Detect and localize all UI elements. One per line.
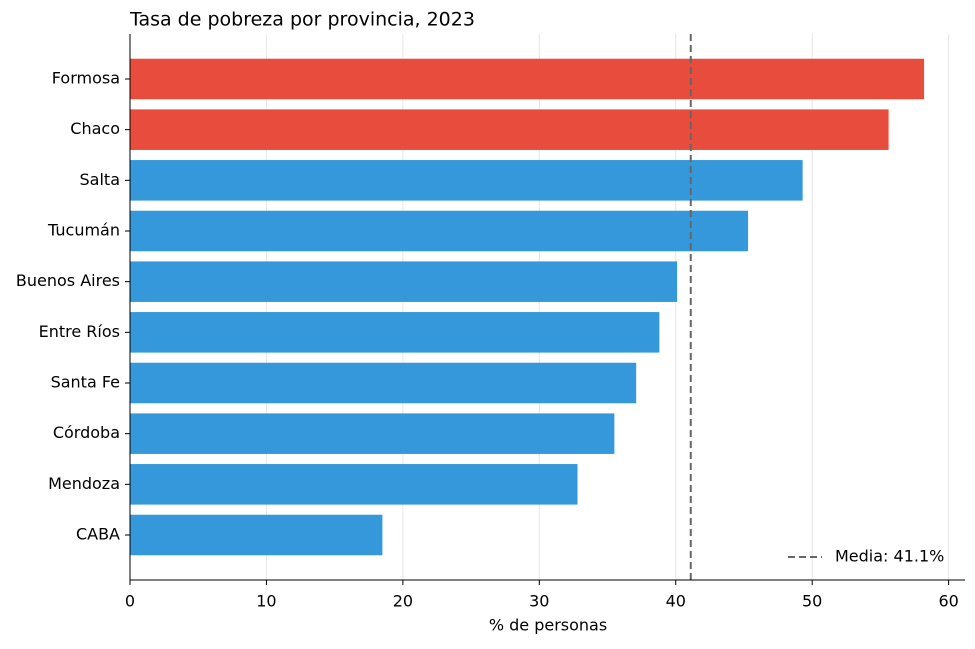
x-tick-label: 30: [529, 592, 549, 611]
y-tick-label: Entre Ríos: [39, 322, 120, 341]
y-tick-label: Mendoza: [48, 474, 120, 493]
bar: [130, 109, 889, 150]
bar: [130, 58, 925, 100]
y-tick-label: CABA: [76, 525, 120, 544]
x-tick-label: 10: [256, 592, 276, 611]
y-tick-label: Córdoba: [53, 423, 120, 442]
bar: [130, 210, 749, 252]
chart-title: Tasa de pobreza por provincia, 2023: [129, 9, 475, 31]
bar: [130, 261, 678, 302]
bar: [130, 514, 383, 556]
y-tick-label: Santa Fe: [51, 373, 120, 392]
bar: [130, 160, 803, 201]
y-tick-label: Formosa: [52, 69, 120, 88]
y-tick-label: Buenos Aires: [16, 271, 120, 290]
bar: [130, 464, 578, 505]
x-axis-label: % de personas: [489, 616, 607, 635]
y-tick-label: Tucumán: [47, 221, 120, 240]
y-tick-label: Chaco: [70, 119, 120, 138]
bar: [130, 362, 637, 404]
x-tick-label: 60: [938, 592, 958, 611]
x-tick-label: 50: [802, 592, 822, 611]
bar: [130, 312, 660, 353]
x-tick-label: 20: [393, 592, 413, 611]
x-tick-label: 40: [666, 592, 686, 611]
bar: [130, 413, 615, 454]
y-tick-label: Salta: [80, 170, 120, 189]
legend-label: Media: 41.1%: [835, 547, 944, 566]
x-tick-label: 0: [125, 592, 135, 611]
